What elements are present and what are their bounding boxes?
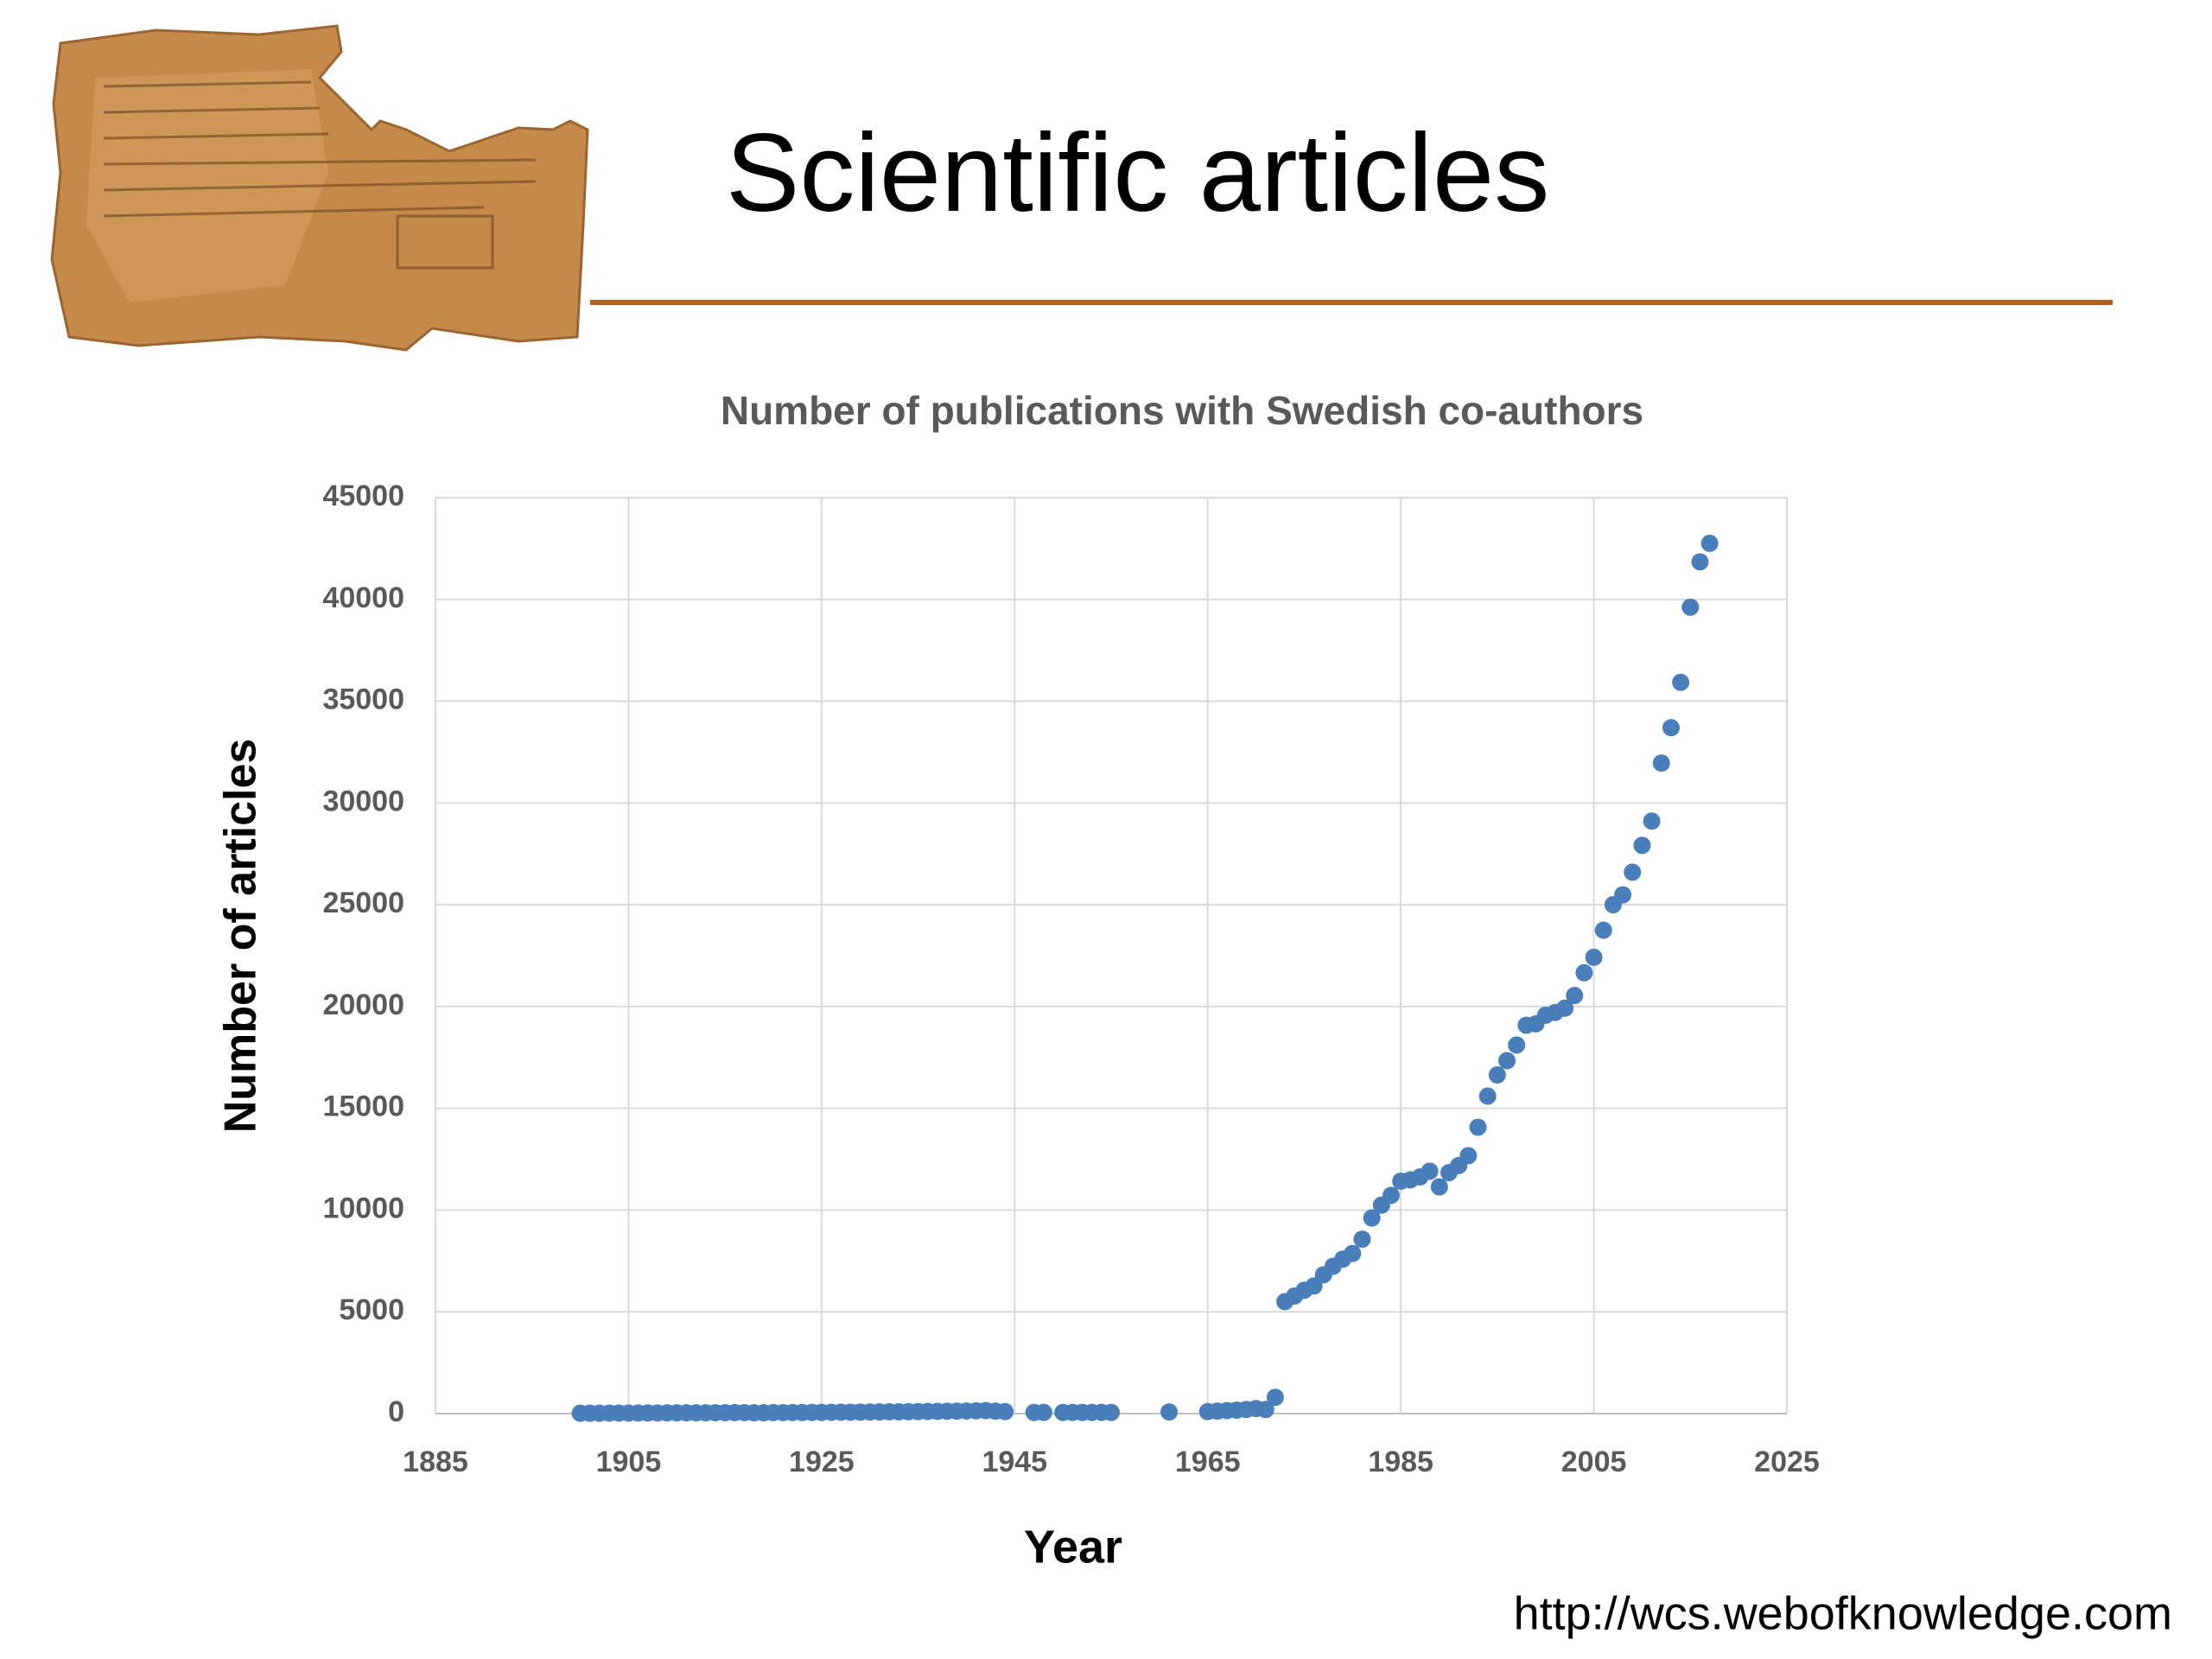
x-tick-label: 1885: [403, 1446, 468, 1478]
data-point: [1681, 598, 1700, 616]
source-url: http://wcs.webofknowledge.com: [1514, 1587, 2172, 1639]
data-point: [1421, 1162, 1439, 1180]
y-tick-label: 15000: [322, 1090, 404, 1123]
x-tick-label: 1965: [1175, 1446, 1241, 1478]
x-tick-label: 1905: [596, 1446, 662, 1478]
data-point: [1498, 1052, 1516, 1070]
data-point: [1305, 1277, 1323, 1295]
data-point: [1256, 1401, 1274, 1419]
x-tick-label: 1925: [789, 1446, 855, 1478]
data-point: [1594, 921, 1612, 939]
slide-title: Scientific articles: [726, 111, 1549, 235]
papyrus-image: [50, 24, 589, 352]
data-point: [1160, 1403, 1179, 1421]
y-tick-label: 0: [388, 1395, 404, 1428]
data-point: [1034, 1403, 1052, 1421]
data-point: [1624, 863, 1642, 881]
data-point: [1556, 999, 1574, 1017]
data-point: [1662, 719, 1680, 737]
y-tick-label: 40000: [322, 582, 404, 614]
data-point: [1478, 1087, 1497, 1105]
y-tick-label: 30000: [322, 785, 404, 817]
data-point: [1382, 1186, 1400, 1205]
data-point: [1508, 1036, 1526, 1054]
data-point: [1266, 1389, 1284, 1407]
data-point: [1575, 963, 1593, 982]
x-tick-label: 2025: [1754, 1446, 1820, 1478]
y-tick-label: 35000: [322, 683, 404, 716]
y-tick-label: 10000: [322, 1192, 404, 1224]
data-point: [1691, 553, 1709, 571]
data-point: [1672, 673, 1690, 691]
data-point: [1700, 534, 1719, 552]
data-point: [1344, 1244, 1362, 1262]
data-point: [1430, 1178, 1448, 1196]
y-tick-label: 25000: [322, 887, 404, 919]
data-point: [996, 1402, 1014, 1421]
x-tick-label: 1985: [1368, 1446, 1433, 1478]
x-tick-label: 2005: [1561, 1446, 1627, 1478]
data-point: [1566, 987, 1584, 1005]
chart-title: Number of publications with Swedish co-a…: [721, 388, 1643, 433]
data-point: [1488, 1066, 1506, 1084]
data-point: [1459, 1147, 1478, 1165]
data-point: [1353, 1230, 1371, 1249]
data-point: [1614, 886, 1632, 904]
x-tick-label: 1945: [982, 1446, 1047, 1478]
y-axis-label: Number of articles: [216, 739, 266, 1134]
y-tick-label: 45000: [322, 480, 404, 512]
data-point: [1103, 1403, 1120, 1421]
data-point: [1652, 754, 1670, 772]
data-point: [1643, 812, 1661, 830]
x-axis-label: Year: [1024, 1521, 1122, 1573]
y-tick-label: 20000: [322, 988, 404, 1021]
data-point: [1469, 1118, 1487, 1136]
data-point: [1363, 1209, 1381, 1227]
data-point: [1585, 948, 1603, 966]
data-point: [1633, 836, 1651, 855]
y-tick-label: 5000: [339, 1294, 404, 1326]
